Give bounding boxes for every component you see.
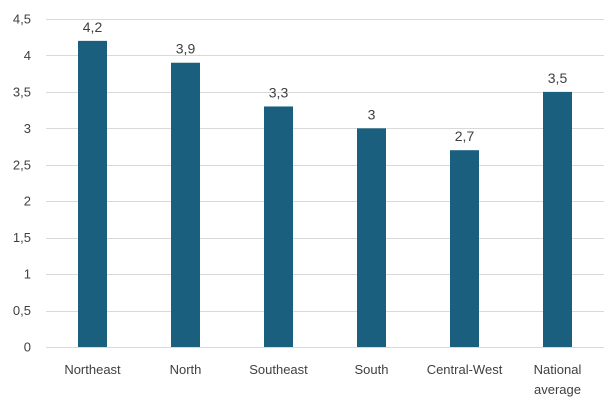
y-tick-label: 3 xyxy=(24,121,31,136)
data-label: 3 xyxy=(368,106,376,122)
data-label: 3,3 xyxy=(269,84,289,100)
bar xyxy=(543,91,572,347)
y-tick-label: 4,5 xyxy=(13,12,31,27)
bar xyxy=(171,62,200,347)
bar xyxy=(78,40,107,347)
category-label: Northeast xyxy=(64,362,121,377)
y-tick-label: 1,5 xyxy=(13,230,31,245)
bar xyxy=(357,128,386,347)
category-label-line: North xyxy=(170,362,202,377)
y-tick-label: 2 xyxy=(24,194,31,209)
category-label-line: Southeast xyxy=(249,362,308,377)
data-label: 4,2 xyxy=(83,19,103,35)
category-label-line: Central-West xyxy=(427,362,503,377)
y-axis-tick-labels: 0 0,5 1 1,5 2 2,5 3 3,5 4 4,5 xyxy=(13,12,31,355)
bar xyxy=(450,150,479,347)
data-label: 3,9 xyxy=(176,41,196,57)
bars xyxy=(78,40,572,347)
category-label-line: South xyxy=(355,362,389,377)
data-labels: 4,2 3,9 3,3 3 2,7 3,5 xyxy=(83,19,568,144)
category-label: Southeast xyxy=(249,362,308,377)
category-label: National average xyxy=(534,362,582,397)
category-label: North xyxy=(170,362,202,377)
category-label: South xyxy=(355,362,389,377)
y-tick-label: 1 xyxy=(24,267,31,282)
y-tick-label: 4 xyxy=(24,48,31,63)
data-label: 2,7 xyxy=(455,128,475,144)
category-label-line: Northeast xyxy=(64,362,121,377)
category-label-line: average xyxy=(534,382,581,397)
y-tick-label: 2,5 xyxy=(13,157,31,172)
y-tick-label: 3,5 xyxy=(13,84,31,99)
category-label-line: National xyxy=(534,362,582,377)
bar xyxy=(264,106,293,347)
y-tick-label: 0,5 xyxy=(13,303,31,318)
category-label: Central-West xyxy=(427,362,503,377)
x-axis-category-labels: Northeast North Southeast South Central-West… xyxy=(64,362,581,397)
gridlines xyxy=(46,19,604,348)
y-tick-label: 0 xyxy=(24,340,31,355)
data-label: 3,5 xyxy=(548,70,568,86)
